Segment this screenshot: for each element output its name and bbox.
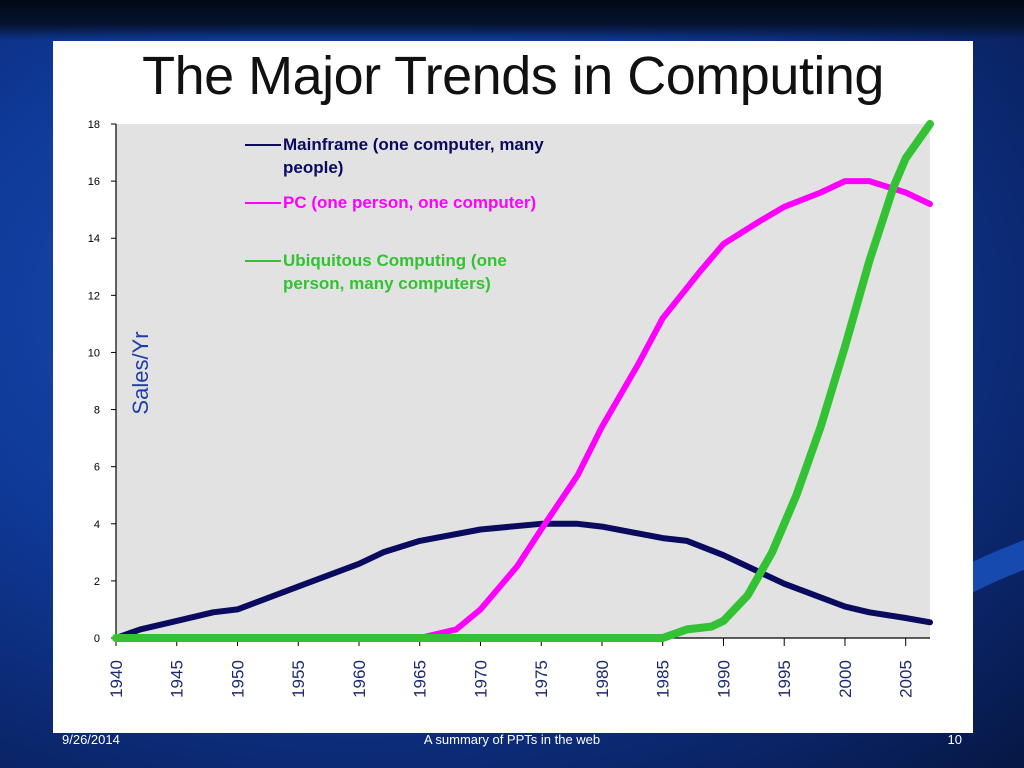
- x-tick-label: 1975: [532, 660, 551, 698]
- y-tick-label: 14: [88, 233, 100, 245]
- x-tick-label: 1965: [411, 660, 430, 698]
- series-line-2: [113, 178, 933, 641]
- x-tick-label: 1955: [289, 660, 308, 698]
- y-tick-label: 2: [94, 576, 100, 588]
- trends-line-chart: 0 2 4 6 8 10 12 14 16 18 1940 1945 1950 1955 1960 1965 1…: [88, 119, 934, 698]
- y-tick-label: 8: [94, 405, 100, 417]
- x-tick-label: 1995: [775, 660, 794, 698]
- y-tick-label: 18: [88, 119, 100, 131]
- footer-page-number: 10: [947, 732, 962, 747]
- x-tick-label: 1970: [471, 660, 490, 698]
- y-tick-label: 12: [88, 290, 100, 302]
- legend-entry-3: Ubiquitous Computing (one person, many co…: [283, 251, 507, 293]
- x-tick-label: 1980: [593, 660, 612, 698]
- y-tick-label: 0: [94, 633, 100, 645]
- x-tick-label: 2000: [836, 660, 855, 698]
- legend-entry-1: Mainframe (one computer, many people): [283, 135, 544, 177]
- footer-date: 9/26/2014: [62, 732, 120, 747]
- x-tick-label: 1945: [168, 660, 187, 698]
- x-tick-label: 2005: [897, 660, 916, 698]
- slide-content-panel: The Major Trends in Computing 0 2 4 6 8 10 12 1…: [53, 41, 973, 733]
- legend-entry-2: PC (one person, one computer): [283, 193, 536, 212]
- y-tick-label: 4: [94, 519, 100, 531]
- x-tick-label: 1940: [107, 660, 126, 698]
- x-tick-label: 1950: [228, 660, 247, 698]
- footer-center-text: A summary of PPTs in the web: [423, 732, 601, 747]
- slide-top-band: [0, 0, 1024, 40]
- x-tick-label: 1960: [350, 660, 369, 698]
- x-tick-label: 1985: [654, 660, 673, 698]
- y-tick-label: 16: [88, 176, 100, 188]
- y-tick-label: 10: [88, 347, 100, 359]
- series-line-3: [112, 120, 934, 642]
- slide-title: The Major Trends in Computing: [142, 46, 884, 106]
- y-axis-label: Sales/Yr: [128, 331, 153, 414]
- x-tick-label: 1990: [714, 660, 733, 698]
- series-line-1: [113, 520, 933, 641]
- y-tick-label: 6: [94, 462, 100, 474]
